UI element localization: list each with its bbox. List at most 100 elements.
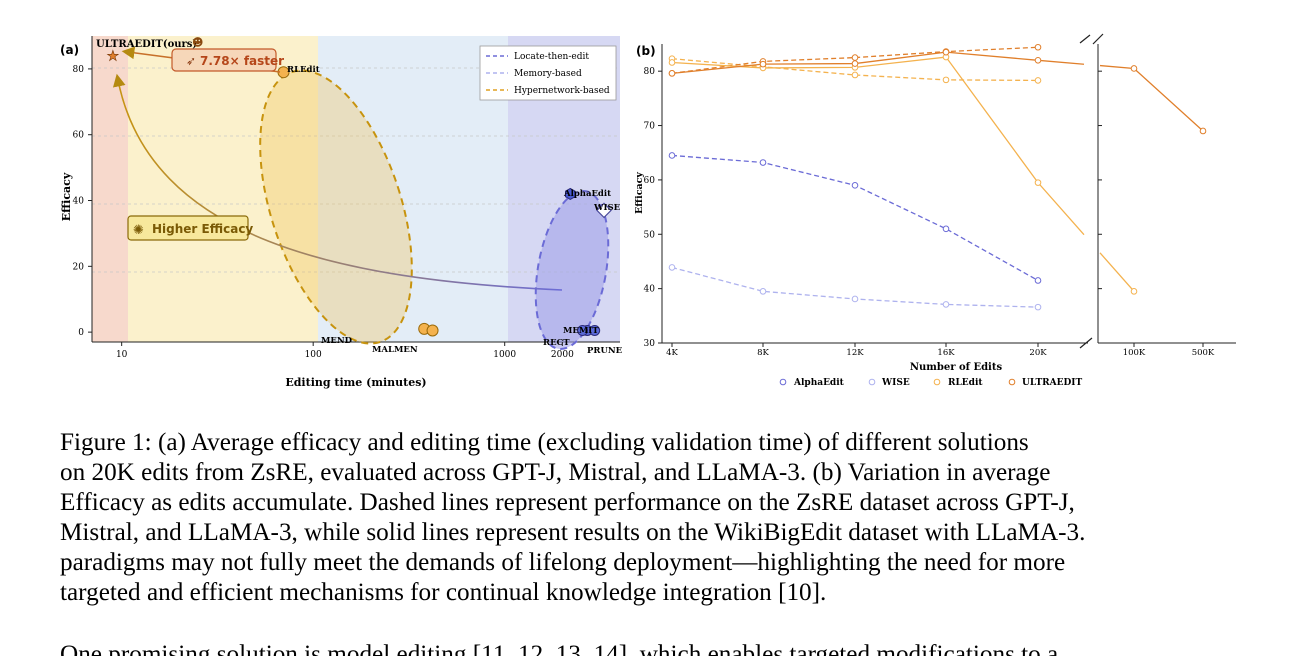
robot-icon: ☻ [192,36,203,49]
caption-line: Efficacy as edits accumulate. Dashed lin… [60,489,1075,516]
panel-b-ylabel: Efficacy [634,172,645,214]
label-rledit: RLEdit [287,65,320,75]
ultraedit-label: ULTRAEDIT(ours) [96,39,197,50]
x-tick-label-b: 4K [666,348,678,358]
panel-b-label: (b) [636,44,656,58]
caption-line: Figure 1: (a) Average efficacy and editi… [60,429,1029,456]
legend-b-wise: WISE [881,378,910,388]
point-prune [589,324,601,336]
series-line-rledit-dashed [671,58,1039,82]
legend-b: AlphaEdit WISE RLEdit ULTRAEDIT [779,378,1082,388]
series-point-ultraedit [1034,43,1042,51]
y-tick-label-a: 20 [73,262,85,272]
band-fast [92,36,128,342]
series-point-wise [942,301,950,308]
series-point-ultraedit [851,60,859,67]
series-point-wise [1034,303,1042,311]
y-tick-label-b: 80 [644,67,656,77]
x-tick-label-a: 10 [116,350,128,360]
series-point-wise [668,264,676,271]
y-tick-label-a: 60 [73,131,85,141]
points-a: ★ [106,48,612,337]
speedup-label: 7.78× faster [200,54,284,68]
panel-a-label: (a) [60,43,79,57]
series-point-ultraedit [668,70,676,77]
series-point-ultraedit [851,54,859,61]
series-point-alphaedit [668,152,676,159]
efficacy-arrow [112,73,563,291]
series-point-rledit [668,59,676,66]
series-point-rledit [1034,77,1042,84]
label-memit: MEMIT [563,326,599,336]
series-line-rledit-solid [1099,252,1135,292]
panel-a-xlabel: Editing time (minutes) [285,376,426,389]
hypernetwork-cluster [259,69,413,345]
label-mend: MEND [321,336,353,346]
x-tick-label-b: 500K [1192,348,1215,358]
speedup-box [171,48,277,72]
legend-b-alphaedit: AlphaEdit [793,378,845,388]
band-mid [318,36,508,342]
point-wise [596,202,612,219]
y-tick-label-b: 70 [644,122,656,132]
x-tick-label-b: 20K [1029,348,1047,358]
x-tick-label-b: 8K [757,348,769,358]
x-tick-label-a: 1000 [493,350,516,360]
y-tick-label-b: 30 [644,339,656,349]
point-ultraeditours: ★ [107,49,120,65]
series-point-rledit [1034,179,1042,186]
series-line-ultraedit-dashed [671,46,1039,75]
series-point-ultraedit [942,48,950,56]
ticks-a: 10 100 1000 2000 0 20 40 60 80 [73,65,575,360]
y-tick-label-a: 80 [73,65,85,75]
ticks-b: 4K 8K 12K 16K 20K 100K 500K 30 40 50 60 70 80 [644,67,1215,358]
legend-a-hyper: Hypernetwork-based [514,86,610,96]
panel-a: ★ ➶ 7.78× faster ✺ Higher Efficacy ULTRA… [60,36,623,389]
label-rect: RECT [543,338,570,348]
series-line-ultraedit-solid [671,51,1085,75]
y-tick-label-b: 40 [644,285,656,295]
point-alphaedit [565,187,576,201]
legend-a: Locate-then-edit Memory-based Hypernetwo… [479,45,617,101]
figure-svg: ★ ➶ 7.78× faster ✺ Higher Efficacy ULTRA… [60,33,1236,389]
panel-b-xlabel: Number of Edits [910,362,1003,373]
label-wise: WISE [593,203,621,213]
series-point-rledit [942,76,950,84]
body-text-line: paradigms may not fully meet the demands… [60,549,1066,576]
series-point-rledit [851,71,859,79]
panel-a-ylabel: Efficacy [60,172,73,221]
label-prune: PRUNE [587,346,623,356]
legend-b-ultraedit: ULTRAEDIT [1022,378,1082,388]
series-point-rledit [1130,288,1138,295]
point-rect [577,324,589,336]
point-malmen [426,324,439,337]
series-line-rledit-solid [671,56,1085,236]
x-tick-label-b: 100K [1123,348,1146,358]
series-line-ultraedit-solid [1099,64,1204,132]
series-point-wise [759,288,767,295]
lines-b [668,43,1207,311]
figure-1: ★ ➶ 7.78× faster ✺ Higher Efficacy ULTRA… [60,33,1236,389]
series-point-ultraedit [1130,65,1138,72]
series-point-wise [851,295,859,303]
series-line-alphaedit-dashed [671,154,1039,282]
y-tick-label-b: 60 [644,176,656,186]
series-point-alphaedit [1034,277,1042,284]
body-text-line-partial: One promising solution is model editing … [60,641,1059,656]
label-alphaedit: AlphaEdit [563,189,611,199]
series-point-ultraedit [759,60,767,68]
locate-cluster [534,189,610,351]
caption-line: on 20K edits from ZsRE, evaluated across… [60,459,1051,486]
y-tick-label-a: 0 [78,328,84,338]
x-tick-label-b: 16K [937,348,955,358]
y-tick-label-b: 50 [644,230,656,240]
band-hypernetwork [128,36,318,342]
x-tick-label-a: 100 [305,350,322,360]
higher-efficacy-box [127,215,249,241]
panel-b: 4K 8K 12K 16K 20K 100K 500K 30 40 50 60 70 80 (b) Nu… [634,33,1236,388]
series-point-alphaedit [851,182,859,189]
higher-efficacy-label: Higher Efficacy [152,222,253,236]
figure-caption: Figure 1: (a) Average efficacy and editi… [60,428,1250,608]
rocket-icon: ➶ [186,54,196,68]
legend-b-rledit: RLEdit [948,378,983,388]
